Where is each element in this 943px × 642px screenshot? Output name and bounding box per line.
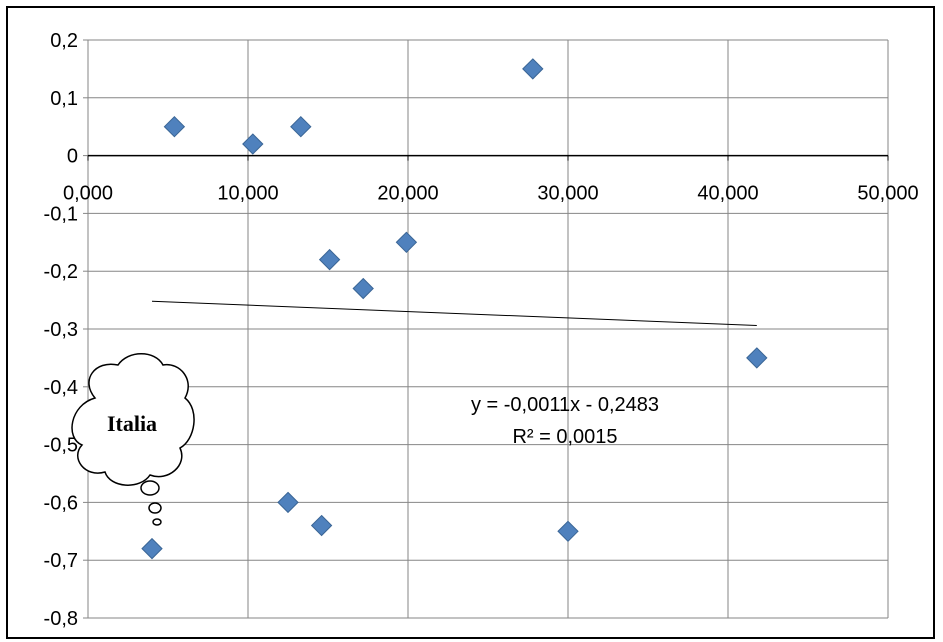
y-tick-label: -0,7: [44, 550, 78, 572]
thought-bubble-small: [152, 518, 162, 526]
annotation-label: Italia: [107, 411, 157, 436]
x-tick-label: 40,000: [697, 183, 758, 205]
data-point: [310, 514, 333, 537]
y-tick-label: -0,6: [44, 492, 78, 514]
thought-bubble-medium: [148, 502, 162, 514]
x-axis-tick-labels: 0,000 10,000 20,000 30,000 40,000 50,000: [63, 183, 919, 205]
y-tick-label: 0,1: [50, 88, 78, 110]
data-point: [242, 133, 264, 155]
y-tick-label: -0,1: [44, 203, 78, 225]
y-tick-label: -0,2: [44, 261, 78, 283]
x-tick-label: 50,000: [857, 183, 918, 205]
y-tick-label: -0,3: [44, 319, 78, 341]
data-point: [522, 58, 544, 80]
y-tick-label: 0,2: [50, 30, 78, 52]
data-point: [395, 231, 418, 254]
data-point: [746, 347, 768, 369]
data-point: [277, 491, 299, 514]
y-tick-label: 0: [67, 146, 78, 168]
thought-bubble-large: [140, 480, 160, 496]
y-axis-tick-labels: 0,2 0,1 0 -0,1 -0,2 -0,3 -0,4 -0,5 -0,6 -0,7 -0,8: [44, 30, 78, 630]
data-point: [141, 537, 163, 560]
y-tick-label: -0,4: [44, 377, 78, 399]
data-point: [557, 520, 579, 543]
x-tick-label: 10,000: [217, 183, 278, 205]
y-tick-label: -0,8: [44, 608, 78, 630]
trendline: [151, 300, 757, 327]
thought-cloud-shape: [71, 353, 195, 486]
chart-frame: [6, 6, 935, 639]
trendline-equation: y = -0,0011x - 0,2483: [471, 394, 659, 416]
y-tick-label: -0,5: [44, 435, 78, 457]
data-point: [290, 115, 312, 138]
x-tick-label: 0,000: [63, 183, 113, 205]
grid-lines: [83, 39, 889, 619]
italia-callout: Italia: [71, 353, 195, 526]
data-point: [352, 277, 374, 300]
data-point: [318, 248, 341, 271]
data-point: [163, 115, 186, 138]
x-tick-label: 30,000: [537, 183, 598, 205]
data-points: [141, 58, 768, 560]
x-tick-label: 20,000: [377, 183, 438, 205]
trendline-r-squared: R² = 0,0015: [512, 426, 617, 448]
x-axis: [87, 154, 889, 161]
